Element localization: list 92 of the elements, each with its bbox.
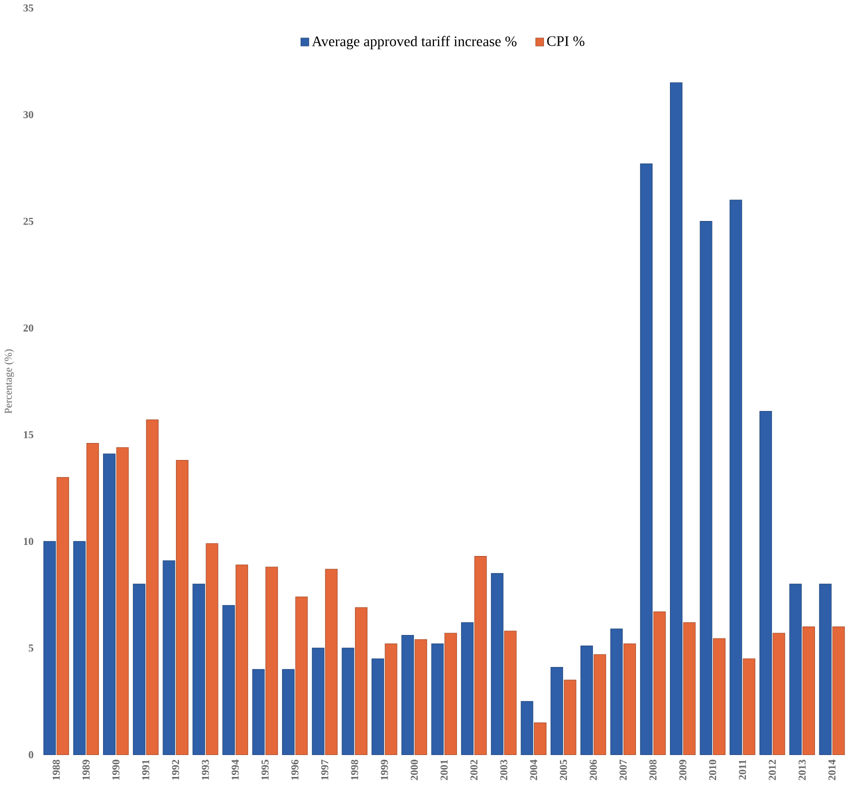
x-tick-label: 1998 <box>351 760 358 780</box>
x-tick-label: 2007 <box>620 760 627 780</box>
x-tick-label: 2005 <box>560 760 568 780</box>
bar <box>342 648 354 756</box>
bar <box>490 573 504 756</box>
y-tick-label: 15 <box>24 431 34 438</box>
bar <box>772 632 786 756</box>
x-tick-label: 2000 <box>410 760 418 780</box>
bar <box>43 541 56 756</box>
x-tick-label: 2009 <box>679 760 686 780</box>
bar <box>431 644 444 756</box>
bar <box>580 646 593 756</box>
bar <box>56 477 70 756</box>
bar <box>192 584 206 756</box>
x-tick-label: 2012 <box>768 760 776 780</box>
bar <box>372 658 384 756</box>
legend-label: CPI % <box>547 36 584 46</box>
bar <box>624 644 636 756</box>
x-tick-label: 1991 <box>142 760 150 780</box>
bar <box>832 626 845 756</box>
bar <box>295 596 308 756</box>
bar <box>520 701 534 756</box>
x-tick-label: 2002 <box>470 760 478 780</box>
x-tick-label: 2011 <box>738 760 746 780</box>
bar <box>236 564 248 756</box>
bar <box>610 628 623 756</box>
y-tick-label: 30 <box>23 111 34 118</box>
x-tick-label: 2001 <box>440 760 448 780</box>
bar <box>176 460 188 756</box>
x-tick-label: 2013 <box>798 760 806 780</box>
bar <box>461 622 474 756</box>
y-axis-title: Percentage (%) <box>4 349 14 414</box>
bar <box>653 612 666 756</box>
x-tick-label: 1993 <box>202 760 209 780</box>
bar <box>103 454 116 756</box>
x-tick-label: 1992 <box>172 760 180 780</box>
x-tick-label: 2004 <box>530 760 538 780</box>
bar <box>206 543 218 756</box>
bar <box>474 556 487 756</box>
bar <box>550 667 564 756</box>
x-tick-label: 1990 <box>112 760 120 780</box>
bar <box>759 410 772 756</box>
legend-label: Average approved tariff increase % <box>312 36 516 50</box>
x-tick-label: 2003 <box>500 760 508 780</box>
x-tick-label: 1996 <box>291 760 298 780</box>
bar <box>700 221 712 756</box>
x-tick-label: 1995 <box>262 760 269 780</box>
y-tick-label: 0 <box>28 751 34 758</box>
bar <box>86 442 99 756</box>
bar <box>116 447 129 756</box>
bar <box>640 163 653 756</box>
y-tick-label: 10 <box>24 538 34 545</box>
x-tick-label: 1989 <box>82 760 90 780</box>
x-tick-label: 2014 <box>828 760 836 780</box>
bar <box>683 622 696 756</box>
y-tick-label: 25 <box>24 218 34 225</box>
x-tick-label: 1994 <box>232 760 239 780</box>
bar <box>265 566 278 756</box>
bar <box>312 648 324 756</box>
bar <box>73 541 86 756</box>
x-tick-label: 1997 <box>321 760 328 780</box>
bar <box>444 632 457 756</box>
bar <box>713 638 726 756</box>
bar <box>162 560 176 756</box>
bar <box>384 644 398 756</box>
y-tick-label: 5 <box>28 644 34 652</box>
bar <box>222 605 235 756</box>
bar <box>414 639 428 756</box>
bar <box>802 626 815 756</box>
x-tick-label: 1988 <box>52 760 60 780</box>
y-tick-label: 20 <box>24 324 34 332</box>
bar <box>252 669 265 756</box>
bar <box>789 584 802 756</box>
bar <box>325 568 338 756</box>
bar <box>594 654 606 756</box>
bar <box>354 607 368 756</box>
bar <box>132 584 146 756</box>
x-tick-label: 2008 <box>649 760 657 780</box>
bar <box>401 635 414 756</box>
y-tick-label: 35 <box>23 4 34 12</box>
bar <box>504 630 517 756</box>
bar <box>146 420 159 756</box>
bar <box>534 722 546 756</box>
bar <box>819 584 832 756</box>
bar <box>742 658 756 756</box>
x-tick-label: 2006 <box>590 760 597 780</box>
bar <box>670 82 682 756</box>
x-tick-label: 1999 <box>380 760 388 780</box>
bar <box>564 680 576 756</box>
bar <box>282 669 295 756</box>
x-tick-label: 2010 <box>709 760 716 780</box>
bar <box>730 200 742 756</box>
